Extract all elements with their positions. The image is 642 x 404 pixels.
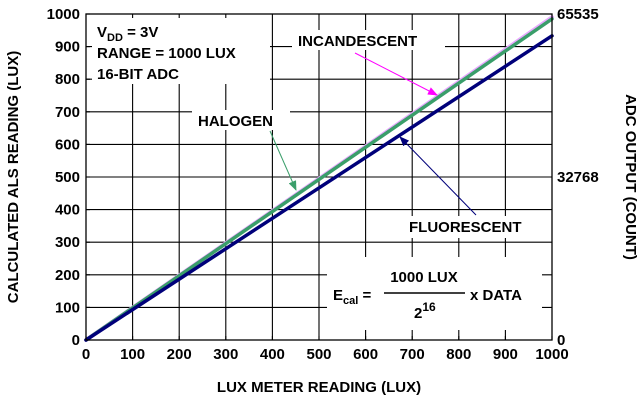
- y2-tick-label: 32768: [557, 169, 599, 186]
- incandescent-label: INCANDESCENT: [298, 33, 417, 50]
- y-tick-label: 0: [72, 332, 80, 349]
- x-tick-label: 1000: [535, 346, 568, 363]
- x-tick-label: 400: [260, 346, 285, 363]
- formula-denominator: 216: [414, 300, 436, 322]
- y-tick-label: 300: [55, 234, 80, 251]
- x-tick-label: 100: [120, 346, 145, 363]
- x-tick-label: 500: [306, 346, 331, 363]
- series-line-halogen: [84, 17, 554, 342]
- x-tick-label: 200: [167, 346, 192, 363]
- x-tick-label: 800: [446, 346, 471, 363]
- fluorescent-label: FLUORESCENT: [409, 219, 522, 236]
- series-lines: [84, 15, 554, 342]
- y-tick-label: 700: [55, 104, 80, 121]
- halogen-arrow: [269, 130, 297, 191]
- y2-tick-label: 0: [557, 332, 565, 349]
- y-tick-label: 1000: [47, 6, 80, 23]
- y-tick-label: 200: [55, 267, 80, 284]
- vdd-condition: VDD = 3V: [97, 24, 158, 44]
- halogen-label: HALOGEN: [198, 113, 273, 130]
- adc-condition: 16-BIT ADC: [97, 66, 179, 83]
- formula-lhs: Ecal =: [333, 287, 371, 307]
- formula-block: Ecal = 1000 LUX 216 x DATA: [327, 257, 542, 330]
- y-tick-label: 900: [55, 39, 80, 56]
- x-tick-label: 700: [400, 346, 425, 363]
- x-axis-title: LUX METER READING (LUX): [217, 379, 421, 396]
- y-axis-title: CALCULATED ALS READING (LUX): [5, 51, 22, 303]
- range-condition: RANGE = 1000 LUX: [97, 45, 236, 62]
- y-tick-label: 600: [55, 136, 80, 153]
- conditions-block: VDD = 3V RANGE = 1000 LUX 16-BIT ADC: [92, 18, 270, 84]
- formula-tail: x DATA: [470, 287, 522, 304]
- x-tick-label: 0: [82, 346, 90, 363]
- y-tick-label: 100: [55, 299, 80, 316]
- y-tick-label: 500: [55, 169, 80, 186]
- y2-tick-label: 65535: [557, 6, 599, 23]
- series-line-fluorescent: [84, 34, 554, 342]
- formula-numerator: 1000 LUX: [390, 269, 458, 286]
- y2-axis-title: ADC OUTPUT (COUNT): [622, 94, 639, 260]
- y-tick-label: 800: [55, 71, 80, 88]
- y-tick-label: 400: [55, 202, 80, 219]
- fluorescent-arrow: [399, 136, 477, 216]
- x-tick-label: 300: [213, 346, 238, 363]
- x-tick-label: 900: [493, 346, 518, 363]
- incandescent-arrow: [354, 52, 438, 96]
- x-tick-label: 600: [353, 346, 378, 363]
- axis-ticks: 0 100 200 300 400 500 600 700 800 900 100001002003…: [47, 6, 599, 363]
